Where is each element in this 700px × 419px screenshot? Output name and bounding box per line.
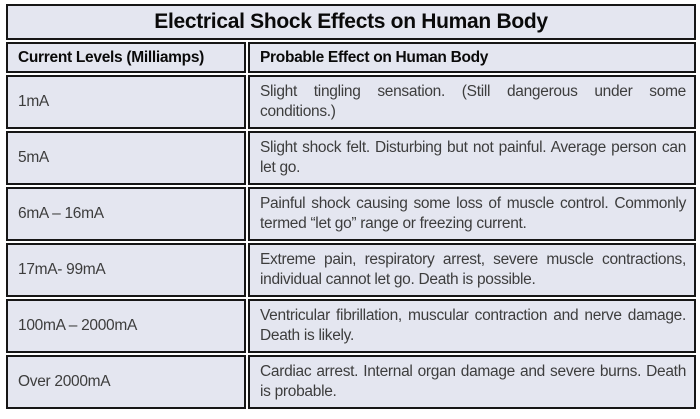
- column-header-probable-effect: Probable Effect on Human Body: [248, 42, 697, 73]
- table-title: Electrical Shock Effects on Human Body: [6, 4, 697, 40]
- effect-cell: Ventricular fibrillation, muscular contr…: [248, 299, 697, 353]
- header-row: Current Levels (Milliamps) Probable Effe…: [6, 42, 697, 73]
- effect-cell: Cardiac arrest. Internal organ damage an…: [248, 355, 697, 409]
- current-level-cell: 5mA: [6, 131, 246, 185]
- effect-cell: Slight tingling sensation. (Still danger…: [248, 75, 697, 129]
- current-level-cell: 1mA: [6, 75, 246, 129]
- column-header-current-levels: Current Levels (Milliamps): [6, 42, 246, 73]
- effect-cell: Extreme pain, respiratory arrest, severe…: [248, 243, 697, 297]
- table-row: 17mA- 99mA Extreme pain, respiratory arre…: [6, 243, 697, 297]
- current-level-cell: Over 2000mA: [6, 355, 246, 409]
- table-row: 6mA – 16mA Painful shock causing some los…: [6, 187, 697, 241]
- current-level-cell: 6mA – 16mA: [6, 187, 246, 241]
- table-row: Over 2000mA Cardiac arrest. Internal orga…: [6, 355, 697, 409]
- table-body: 1mA Slight tingling sensation. (Still dan…: [6, 75, 697, 409]
- effect-cell: Slight shock felt. Disturbing but not pa…: [248, 131, 697, 185]
- current-level-cell: 100mA – 2000mA: [6, 299, 246, 353]
- electrical-shock-effects-table: Electrical Shock Effects on Human Body C…: [4, 2, 699, 411]
- table-row: 100mA – 2000mA Ventricular fibrillation, …: [6, 299, 697, 353]
- table-row: 1mA Slight tingling sensation. (Still dan…: [6, 75, 697, 129]
- table-row: 5mA Slight shock felt. Disturbing but not…: [6, 131, 697, 185]
- effect-cell: Painful shock causing some loss of muscl…: [248, 187, 697, 241]
- title-row: Electrical Shock Effects on Human Body: [6, 4, 697, 40]
- current-level-cell: 17mA- 99mA: [6, 243, 246, 297]
